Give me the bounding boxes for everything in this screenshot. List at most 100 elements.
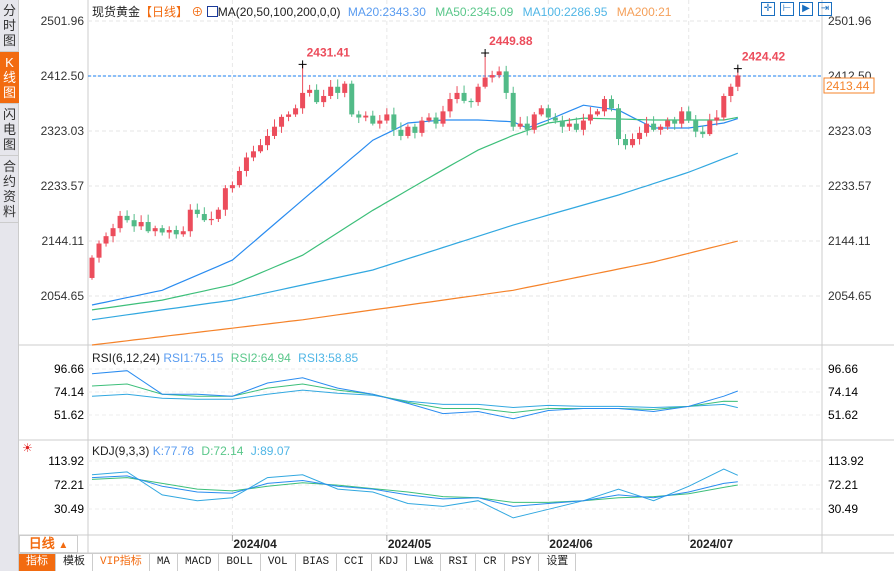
ma50-line (91, 116, 738, 311)
tab-vol[interactable]: VOL (261, 554, 296, 571)
candle-body (272, 126, 278, 136)
settings-sun-icon[interactable]: ☀ (22, 441, 33, 455)
period-tag: 【日线】 (140, 5, 189, 19)
candle-body (665, 120, 671, 127)
candle-body (503, 71, 509, 93)
candle-body (587, 114, 593, 121)
chart-type-icon[interactable] (206, 6, 218, 17)
tab-settings[interactable]: 设置 (539, 554, 577, 571)
rsi3-line (91, 389, 738, 409)
candle-body (342, 83, 348, 93)
ma-label[interactable]: MA(20,50,100,200,0,0) (217, 5, 341, 19)
candle-body (559, 120, 565, 127)
candle-body (314, 89, 320, 103)
price-tick-left: 2233.57 (41, 179, 85, 193)
tab-rsi[interactable]: RSI (441, 554, 477, 571)
high-price-label: 2449.88 (489, 34, 533, 48)
candle-body (173, 230, 179, 235)
high-marker-icon (733, 64, 742, 73)
high-marker-icon (298, 60, 307, 69)
candle-body (138, 222, 144, 227)
rsi-tick-right: 74.14 (828, 385, 858, 399)
tab-templates[interactable]: 模板 (56, 554, 93, 571)
rsi-tick-right: 51.62 (828, 408, 858, 422)
candle-body (166, 230, 172, 233)
tab-kdj[interactable]: KDJ (372, 554, 407, 571)
price-tick-left: 2323.03 (41, 124, 85, 138)
exit-icon[interactable]: ⇥ (818, 2, 832, 16)
tab-boll[interactable]: BOLL (219, 554, 261, 571)
sidebar-tab-flash[interactable]: 闪电图 (0, 104, 19, 156)
candle-body (328, 86, 334, 96)
candle-body (159, 228, 165, 233)
tab-lwr[interactable]: LW& (407, 554, 442, 571)
candle-body (658, 126, 664, 130)
price-tick-right: 2323.03 (828, 124, 872, 138)
crosshair-toggle-icon[interactable]: ⊕ (191, 5, 204, 19)
ma100-value: MA100:2286.95 (522, 5, 608, 19)
candle-body (482, 77, 488, 87)
candle-body (145, 222, 151, 232)
candle-body (405, 126, 411, 136)
price-tick-right: 2144.11 (828, 234, 871, 248)
tab-indicators[interactable]: 指标 (19, 554, 56, 571)
candle-body (201, 214, 207, 221)
candle-body (510, 92, 516, 127)
high-price-label: 2431.41 (307, 45, 351, 59)
candle-body (384, 114, 390, 121)
candle-body (735, 75, 741, 87)
candle-body (236, 170, 242, 186)
kdj-j-value: J:89.07 (250, 444, 291, 458)
candle-body (440, 111, 446, 124)
period-label: 日线 (28, 536, 55, 551)
crosshair-icon[interactable]: ✛ (761, 2, 775, 16)
price-tick-right: 2233.57 (828, 179, 872, 193)
kdj-label[interactable]: KDJ(9,3,3) (92, 444, 150, 458)
sidebar-tab-kline[interactable]: K线图 (0, 52, 19, 104)
candle-body (623, 139, 629, 146)
candle-body (286, 114, 292, 117)
ma200-value: MA200:21 (616, 5, 672, 19)
candle-body (728, 86, 734, 96)
rsi-tick-left: 74.14 (54, 385, 84, 399)
rsi-tick-left: 96.66 (54, 362, 84, 376)
candle-body (468, 100, 474, 103)
sidebar-tab-timeshare[interactable]: 分时图 (0, 0, 19, 52)
rsi-label[interactable]: RSI(6,12,24) (92, 351, 161, 365)
kdj-j-line (91, 468, 739, 519)
candle-body (131, 220, 137, 227)
candle-body (545, 108, 551, 118)
ma100-line (91, 152, 739, 321)
rsi3-value: RSI3:58.85 (298, 351, 359, 365)
kdj-tick-left: 30.49 (54, 502, 84, 516)
candle-body (243, 157, 249, 171)
candle-body (265, 135, 270, 146)
sidebar-tab-contract-info[interactable]: 合约资料 (0, 156, 19, 223)
rsi2-line (91, 383, 738, 414)
zoom-range-icon[interactable]: ⊢ (780, 2, 794, 16)
tab-ma[interactable]: MA (150, 554, 179, 571)
candle-body (279, 116, 285, 127)
candle-body (601, 99, 607, 112)
tab-psy[interactable]: PSY (505, 554, 540, 571)
candle-body (447, 99, 453, 112)
play-range-icon[interactable]: ▶ (799, 2, 813, 16)
tab-cci[interactable]: CCI (337, 554, 372, 571)
tab-macd[interactable]: MACD (178, 554, 220, 571)
candle-body (229, 185, 235, 189)
kdj-k-line (91, 475, 738, 507)
tab-vip-indicators[interactable]: VIP指标 (93, 554, 150, 571)
candle-body (644, 123, 650, 133)
tab-cr[interactable]: CR (476, 554, 505, 571)
candle-body (693, 120, 699, 132)
period-selector[interactable]: 日线 ▲ (19, 535, 78, 553)
tab-bias[interactable]: BIAS (296, 554, 338, 571)
candle-body (356, 114, 362, 118)
candle-body (222, 188, 228, 210)
candle-body (538, 108, 544, 115)
candle-body (152, 228, 158, 232)
candle-body (250, 151, 256, 158)
candle-body (433, 117, 439, 124)
candle-body (349, 83, 355, 115)
